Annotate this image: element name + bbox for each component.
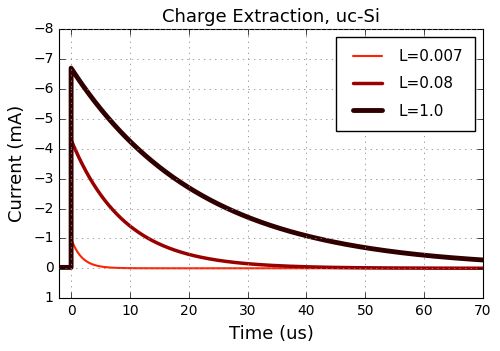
- L=0.08: [56, 265, 62, 270]
- L=1.0: [164, 170, 170, 174]
- Line: L=1.0: L=1.0: [60, 68, 483, 267]
- L=1.0: [480, 258, 486, 262]
- L=0.007: [56, 265, 62, 270]
- L=0.08: [68, 138, 74, 142]
- L=0.007: [352, 266, 358, 270]
- Y-axis label: Current (mA): Current (mA): [8, 105, 26, 222]
- L=1.0: [68, 66, 74, 70]
- L=1.0: [280, 227, 286, 232]
- L=0.007: [164, 266, 170, 270]
- L=0.08: [194, 254, 200, 258]
- X-axis label: Time (us): Time (us): [228, 325, 314, 343]
- L=1.0: [156, 165, 162, 170]
- L=0.08: [280, 264, 286, 268]
- L=0.08: [352, 266, 358, 270]
- L=1.0: [352, 244, 358, 248]
- L=0.007: [68, 236, 74, 240]
- L=0.007: [91, 263, 97, 267]
- Line: L=0.007: L=0.007: [60, 238, 483, 268]
- L=0.08: [480, 266, 486, 270]
- L=0.007: [280, 266, 286, 270]
- Legend: L=0.007, L=0.08, L=1.0: L=0.007, L=0.08, L=1.0: [336, 37, 475, 131]
- L=0.007: [194, 266, 200, 270]
- L=0.08: [156, 242, 162, 246]
- L=0.08: [91, 183, 97, 187]
- L=1.0: [56, 265, 62, 270]
- L=1.0: [194, 191, 200, 195]
- L=0.007: [156, 266, 162, 270]
- L=0.007: [480, 266, 486, 270]
- Line: L=0.08: L=0.08: [60, 140, 483, 268]
- L=1.0: [91, 98, 97, 102]
- L=0.08: [164, 245, 170, 249]
- Title: Charge Extraction, uc-Si: Charge Extraction, uc-Si: [162, 8, 380, 26]
